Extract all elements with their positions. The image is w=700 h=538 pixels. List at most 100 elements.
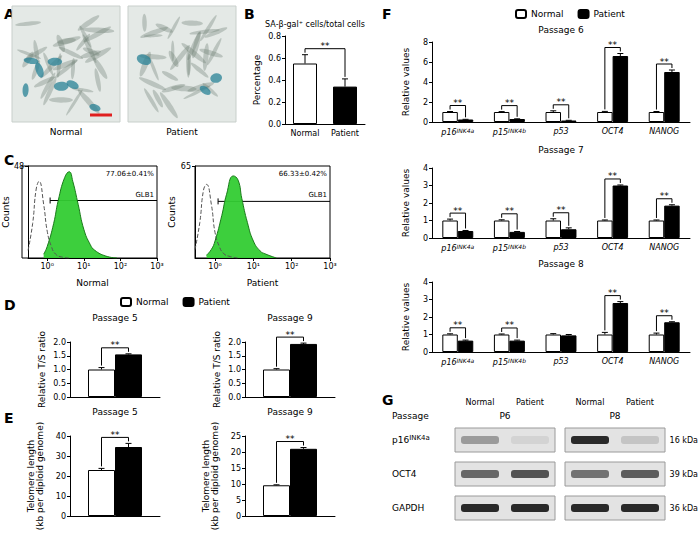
svg-text:INK4a: INK4a: [457, 127, 475, 134]
svg-text:0: 0: [423, 118, 428, 127]
svg-text:1.0: 1.0: [228, 365, 241, 374]
svg-text:(kb per diploid genome): (kb per diploid genome): [35, 422, 45, 530]
svg-text:OCT4: OCT4: [602, 357, 624, 366]
svg-text:10: 10: [56, 492, 66, 501]
svg-text:**: **: [321, 41, 331, 51]
svg-text:1.5: 1.5: [53, 351, 66, 360]
svg-text:10³: 10³: [150, 262, 163, 271]
svg-text:10⁰: 10⁰: [41, 262, 54, 271]
svg-text:p15: p15: [492, 358, 508, 367]
svg-text:Passage 7: Passage 7: [538, 145, 583, 155]
svg-text:GLB1: GLB1: [135, 191, 154, 199]
svg-text:Patient: Patient: [594, 9, 626, 19]
svg-text:D: D: [4, 297, 16, 313]
svg-text:INK4b: INK4b: [508, 243, 526, 250]
svg-text:10⁰: 10⁰: [208, 262, 221, 271]
svg-text:4: 4: [423, 278, 428, 287]
svg-text:15: 15: [231, 464, 241, 473]
svg-text:Normal: Normal: [76, 278, 109, 288]
svg-text:40: 40: [56, 432, 66, 441]
svg-text:OCT4: OCT4: [392, 469, 417, 479]
svg-text:Normal: Normal: [576, 398, 605, 407]
svg-text:10: 10: [231, 480, 241, 489]
svg-text:Relative T/S ratio: Relative T/S ratio: [37, 331, 47, 409]
svg-text:p53: p53: [552, 127, 568, 136]
svg-text:INK4a: INK4a: [457, 243, 475, 250]
svg-text:4: 4: [423, 78, 428, 87]
svg-text:8: 8: [423, 38, 428, 47]
svg-text:0: 0: [61, 512, 66, 521]
svg-text:39 kDa: 39 kDa: [670, 470, 699, 479]
svg-text:Patient: Patient: [166, 127, 198, 137]
svg-text:Passage 8: Passage 8: [538, 259, 584, 269]
svg-text:P6: P6: [499, 411, 510, 421]
svg-text:**: **: [660, 191, 670, 201]
svg-text:**: **: [453, 98, 463, 108]
svg-text:25: 25: [231, 432, 241, 441]
svg-text:p15: p15: [492, 244, 508, 253]
svg-text:p16: p16: [440, 128, 456, 137]
svg-text:p16: p16: [440, 358, 456, 367]
svg-text:SA-β-gal⁺ cells/total cells: SA-β-gal⁺ cells/total cells: [265, 20, 365, 29]
svg-text:Patient: Patient: [626, 398, 654, 407]
svg-text:Patient: Patient: [199, 297, 231, 307]
svg-text:3: 3: [423, 295, 428, 304]
svg-text:E: E: [4, 410, 14, 426]
svg-text:**: **: [453, 206, 463, 216]
svg-text:NANOG: NANOG: [649, 357, 679, 366]
svg-text:2.0: 2.0: [53, 338, 66, 347]
svg-text:C: C: [4, 152, 14, 168]
svg-text:30: 30: [56, 452, 66, 461]
svg-text:1.0: 1.0: [53, 365, 66, 374]
svg-text:Normal: Normal: [291, 129, 320, 138]
svg-text:48: 48: [14, 162, 24, 171]
svg-text:Passage 9: Passage 9: [267, 407, 313, 417]
svg-text:Passage: Passage: [392, 411, 429, 421]
svg-text:**: **: [608, 40, 618, 50]
svg-text:1: 1: [423, 330, 428, 339]
svg-text:INK4b: INK4b: [508, 127, 526, 134]
svg-text:10²: 10²: [114, 262, 127, 271]
svg-text:**: **: [505, 206, 515, 216]
svg-text:Relative T/S ratio: Relative T/S ratio: [212, 331, 222, 409]
svg-text:16 kDa: 16 kDa: [670, 436, 699, 445]
svg-text:**: **: [660, 308, 670, 318]
svg-text:p53: p53: [552, 243, 568, 252]
svg-text:2: 2: [423, 199, 428, 208]
svg-text:B: B: [244, 6, 255, 22]
svg-text:NANOG: NANOG: [649, 243, 679, 252]
svg-text:**: **: [557, 97, 567, 107]
svg-text:0: 0: [236, 512, 241, 521]
svg-text:0.5: 0.5: [228, 379, 241, 388]
svg-text:**: **: [505, 320, 515, 330]
svg-text:2: 2: [423, 98, 428, 107]
svg-text:OCT4: OCT4: [602, 243, 624, 252]
svg-text:NANOG: NANOG: [649, 127, 679, 136]
svg-text:6: 6: [423, 58, 428, 67]
svg-text:0: 0: [423, 348, 428, 357]
svg-text:Patient: Patient: [331, 129, 359, 138]
svg-text:**: **: [286, 330, 296, 340]
svg-text:77.06±0.41%: 77.06±0.41%: [106, 170, 154, 178]
svg-text:0.8: 0.8: [268, 32, 281, 41]
svg-text:**: **: [608, 288, 618, 298]
svg-text:0.0: 0.0: [53, 393, 66, 402]
svg-text:66.33±0.42%: 66.33±0.42%: [279, 170, 327, 178]
svg-text:2.0: 2.0: [228, 338, 241, 347]
svg-text:INK4a: INK4a: [457, 357, 475, 364]
svg-text:20: 20: [231, 448, 241, 457]
svg-text:**: **: [505, 98, 515, 108]
svg-text:**: **: [111, 430, 121, 440]
svg-text:INK4b: INK4b: [508, 357, 526, 364]
svg-text:p15: p15: [492, 128, 508, 137]
svg-text:Counts: Counts: [167, 196, 177, 228]
svg-text:**: **: [557, 205, 567, 215]
svg-text:Passage 6: Passage 6: [538, 25, 584, 35]
svg-text:10³: 10³: [323, 262, 336, 271]
svg-text:**: **: [660, 57, 670, 67]
svg-text:(kb per diploid genome): (kb per diploid genome): [210, 422, 220, 530]
svg-text:0.2: 0.2: [268, 98, 281, 107]
svg-text:Normal: Normal: [136, 297, 169, 307]
svg-text:10¹: 10¹: [77, 262, 90, 271]
svg-text:Normal: Normal: [531, 9, 564, 19]
